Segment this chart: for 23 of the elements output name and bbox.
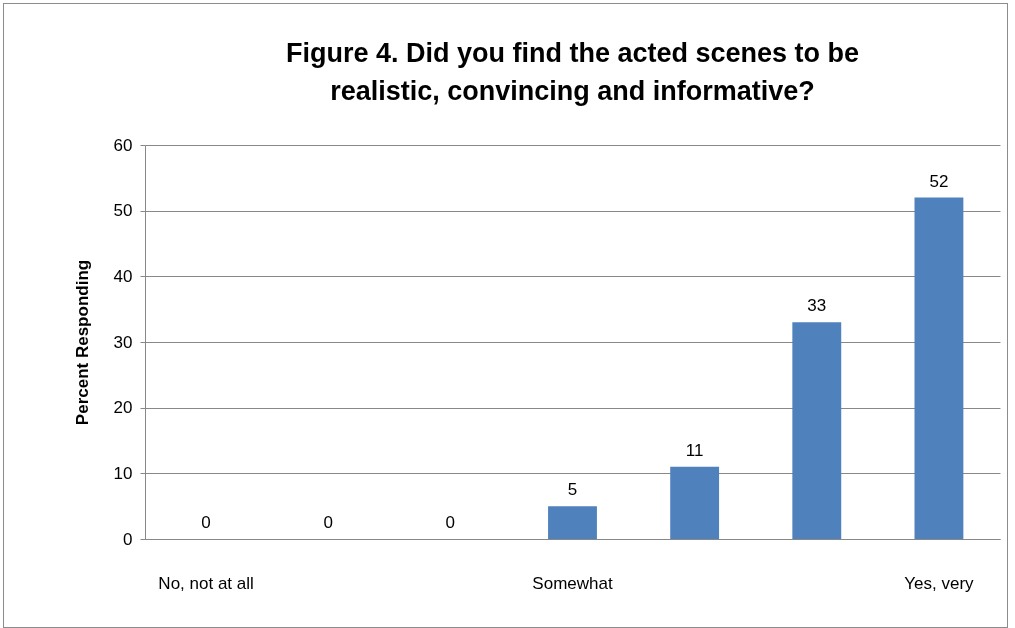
data-label: 11 xyxy=(685,440,704,460)
x-tick-label: No, not at all xyxy=(158,573,254,593)
y-tick-label: 40 xyxy=(113,266,133,286)
y-tick-label: 20 xyxy=(113,398,133,418)
data-label: 33 xyxy=(807,296,827,316)
bar xyxy=(548,506,597,539)
data-label: 52 xyxy=(929,171,949,191)
y-tick-label: 10 xyxy=(113,463,133,483)
bar xyxy=(670,466,720,539)
data-label: 0 xyxy=(323,513,333,532)
x-tick-label: Yes, very xyxy=(904,573,975,593)
data-label: 0 xyxy=(445,513,456,532)
chart-title: Figure 4. Did you find the acted scenes to be realistic, convincing and informative? xyxy=(285,38,860,106)
y-axis-title: Percent Responding xyxy=(72,259,92,426)
bar xyxy=(792,322,842,539)
y-tick-label: 50 xyxy=(113,201,133,221)
data-label: 0 xyxy=(201,513,211,532)
bar xyxy=(914,197,964,539)
y-tick-label: 30 xyxy=(113,332,133,352)
data-label: 5 xyxy=(567,480,578,500)
y-tick-label: 60 xyxy=(113,135,133,155)
y-tick-label: 0 xyxy=(123,529,133,549)
x-tick-label: Somewhat xyxy=(532,573,613,593)
